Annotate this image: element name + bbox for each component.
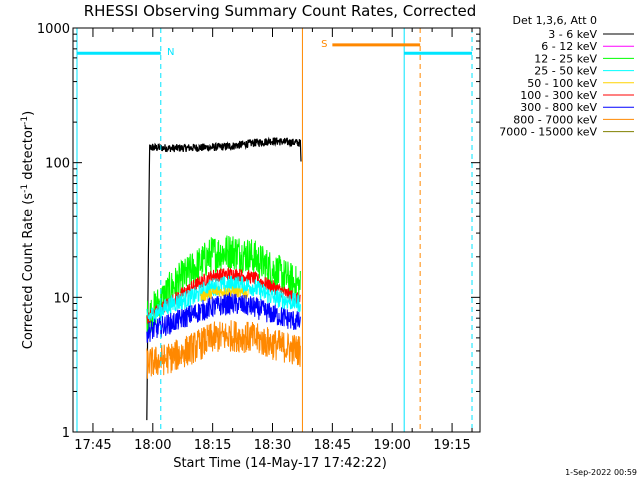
legend-entry-5: 50 - 100 keV <box>527 77 597 90</box>
series-line-4 <box>146 275 301 325</box>
legend-entry-1: 3 - 6 keV <box>548 28 597 41</box>
y-axis-label-main: Corrected Count Rate (s <box>21 193 36 350</box>
series-line-5 <box>200 286 249 302</box>
y-tick-label-1: 1 <box>62 426 70 441</box>
legend-entry-8: 800 - 7000 keV <box>513 113 597 126</box>
generation-timestamp: 1-Sep-2022 00:59 <box>565 468 637 477</box>
series-line-1 <box>146 136 302 421</box>
y-axis-label-end: ) <box>21 111 36 116</box>
legend-entry-2: 6 - 12 keV <box>541 40 597 53</box>
legend-entry-7: 300 - 800 keV <box>520 101 597 114</box>
data-layer <box>146 136 302 421</box>
x-tick-label-4: 18:30 <box>254 438 291 453</box>
legend-entry-9: 7000 - 15000 keV <box>499 126 597 139</box>
y-tick-label-4: 1000 <box>37 22 70 37</box>
x-tick-label-2: 18:00 <box>134 438 171 453</box>
legend-entry-3: 12 - 25 keV <box>534 52 597 65</box>
x-tick-label-5: 18:45 <box>314 438 351 453</box>
x-axis-label: Start Time (14-May-17 17:42:22) <box>173 456 387 471</box>
y-axis-label: Corrected Count Rate (s-1 detector-1) <box>20 111 36 349</box>
y-axis-label-sup1: -1 <box>20 184 30 193</box>
x-tick-label-7: 19:15 <box>433 438 470 453</box>
legend-entry-4: 25 - 50 keV <box>534 65 597 78</box>
x-tick-label-6: 19:00 <box>373 438 410 453</box>
axes: 1 10 100 1000 17:45 18:00 18:15 18:30 18:45 19:00… <box>37 22 480 453</box>
series-line-6 <box>146 291 301 343</box>
observing-flags: NS <box>76 28 473 432</box>
flag-label-3: S <box>321 39 327 50</box>
chart-title: RHESSI Observing Summary Count Rates, Co… <box>84 2 477 20</box>
legend-header: Det 1,3,6, Att 0 <box>513 14 597 27</box>
y-tick-label-3: 100 <box>45 157 70 172</box>
x-tick-label-3: 18:15 <box>194 438 231 453</box>
series-line-7 <box>146 320 301 379</box>
plot-frame <box>72 27 481 433</box>
y-axis-label-sup2: -1 <box>20 116 30 125</box>
y-tick-label-2: 10 <box>53 291 70 306</box>
legend-entry-6: 100 - 300 keV <box>520 89 597 102</box>
flag-label-1: N <box>167 47 174 58</box>
y-axis-label-mid: detector <box>21 124 36 184</box>
x-tick-label-1: 17:45 <box>74 438 111 453</box>
